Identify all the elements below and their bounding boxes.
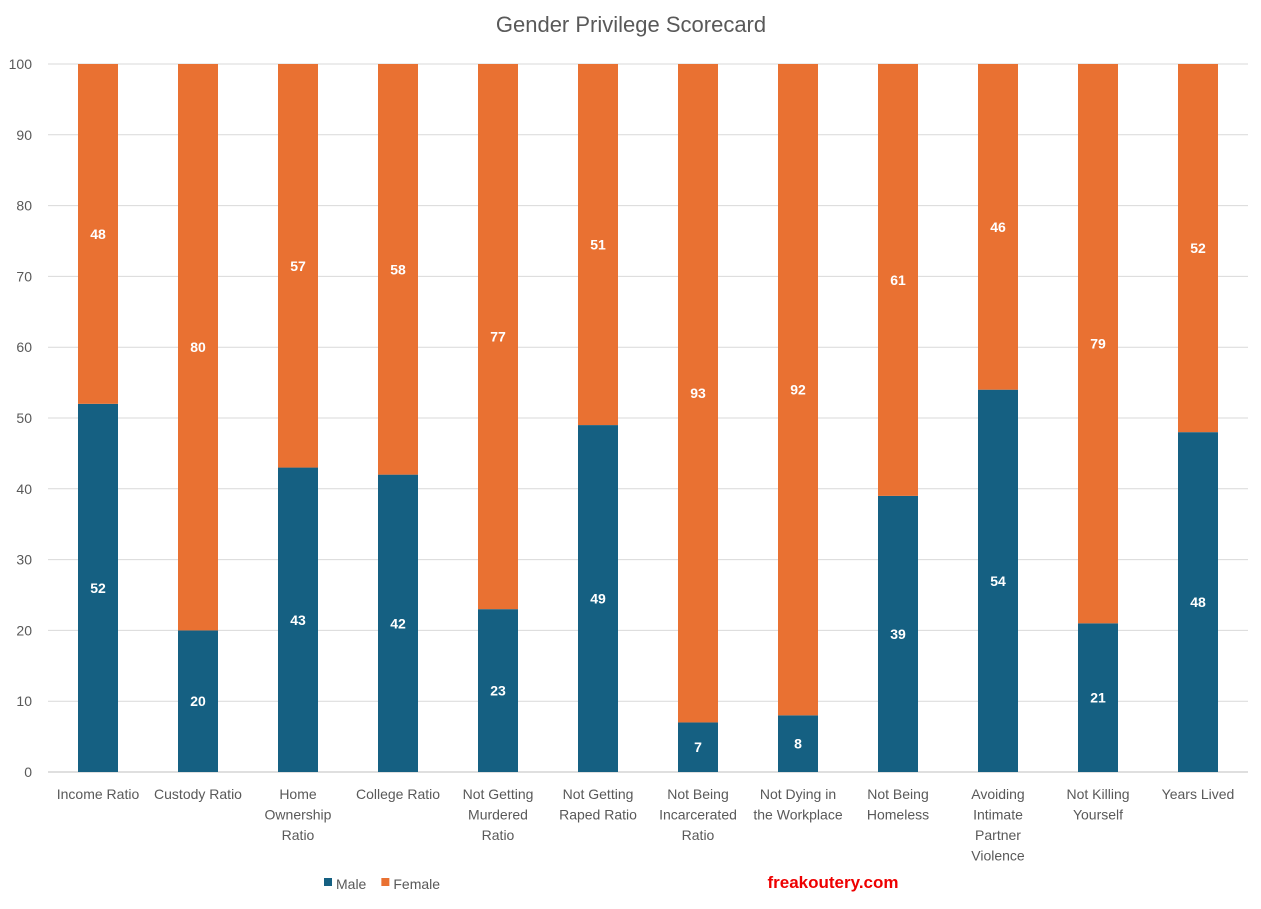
x-category-label: Not Killing Yourself: [1066, 786, 1129, 823]
data-label: 48: [90, 226, 106, 242]
data-label: 20: [190, 693, 206, 709]
bar-male: [878, 495, 918, 772]
bar-male: [478, 609, 518, 772]
data-label: 52: [1190, 240, 1206, 256]
y-tick-label: 90: [16, 127, 32, 143]
bar-female: [878, 64, 918, 496]
x-category-label: Not Getting Murdered Ratio: [463, 786, 534, 843]
bar-male: [78, 403, 118, 772]
bar-male: [178, 630, 218, 772]
data-label: 21: [1090, 690, 1106, 706]
x-category-label: Years Lived: [1162, 786, 1235, 802]
legend-swatch-male: [324, 878, 332, 886]
watermark: freakoutery.com: [767, 873, 898, 892]
x-category-label: Avoiding Intimate Partner Violence: [971, 786, 1025, 864]
bar-female: [78, 64, 118, 404]
data-label: 46: [990, 219, 1006, 235]
data-label: 92: [790, 382, 806, 398]
legend-label-male: Male: [336, 876, 367, 892]
data-label: 43: [290, 612, 306, 628]
bar-female: [978, 64, 1018, 390]
bar-female: [378, 64, 418, 475]
data-label: 8: [794, 736, 802, 752]
bar-female: [1178, 64, 1218, 433]
data-label: 42: [390, 615, 406, 631]
bar-male: [678, 722, 718, 772]
x-category-label: Not Being Homeless: [867, 786, 929, 823]
y-tick-label: 30: [16, 552, 32, 568]
data-label: 61: [890, 272, 906, 288]
bar-male: [378, 474, 418, 772]
x-category-label: College Ratio: [356, 786, 440, 802]
data-label: 57: [290, 258, 306, 274]
x-category-label: Home Ownership Ratio: [265, 786, 332, 843]
bar-female: [778, 64, 818, 716]
x-category-label: Custody Ratio: [154, 786, 242, 802]
data-label: 93: [690, 385, 706, 401]
y-tick-label: 20: [16, 622, 32, 638]
bar-male: [578, 425, 618, 772]
bar-male: [1078, 623, 1118, 772]
data-label: 23: [490, 683, 506, 699]
bar-female: [278, 64, 318, 468]
data-label: 48: [1190, 594, 1206, 610]
data-label: 79: [1090, 336, 1106, 352]
data-label: 80: [190, 339, 206, 355]
bar-male: [278, 467, 318, 772]
bar-female: [1078, 64, 1118, 624]
bar-male: [978, 389, 1018, 772]
bar-female: [178, 64, 218, 631]
y-tick-label: 10: [16, 693, 32, 709]
data-label: 52: [90, 580, 106, 596]
bar-male: [778, 715, 818, 772]
x-category-label: Income Ratio: [57, 786, 140, 802]
x-category-label: Not Getting Raped Ratio: [559, 786, 637, 823]
x-category-label: Not Dying in the Workplace: [753, 786, 842, 823]
legend-swatch-female: [381, 878, 390, 886]
y-tick-label: 50: [16, 410, 32, 426]
y-tick-label: 80: [16, 198, 32, 214]
data-label: 49: [590, 591, 606, 607]
x-category-label: Not Being Incarcerated Ratio: [659, 786, 737, 843]
data-label: 51: [590, 237, 606, 253]
y-tick-label: 40: [16, 481, 32, 497]
chart-title: Gender Privilege Scorecard: [496, 12, 766, 37]
data-label: 77: [490, 329, 506, 345]
y-tick-label: 0: [24, 764, 32, 780]
y-tick-label: 70: [16, 268, 32, 284]
bar-male: [1178, 432, 1218, 772]
data-label: 54: [990, 573, 1006, 589]
bar-female: [678, 64, 718, 723]
bar-female: [578, 64, 618, 426]
y-tick-label: 100: [9, 56, 33, 72]
data-label: 7: [694, 739, 702, 755]
legend-label-female: Female: [393, 876, 440, 892]
bar-female: [478, 64, 518, 610]
data-label: 58: [390, 261, 406, 277]
y-tick-label: 60: [16, 339, 32, 355]
data-label: 39: [890, 626, 906, 642]
